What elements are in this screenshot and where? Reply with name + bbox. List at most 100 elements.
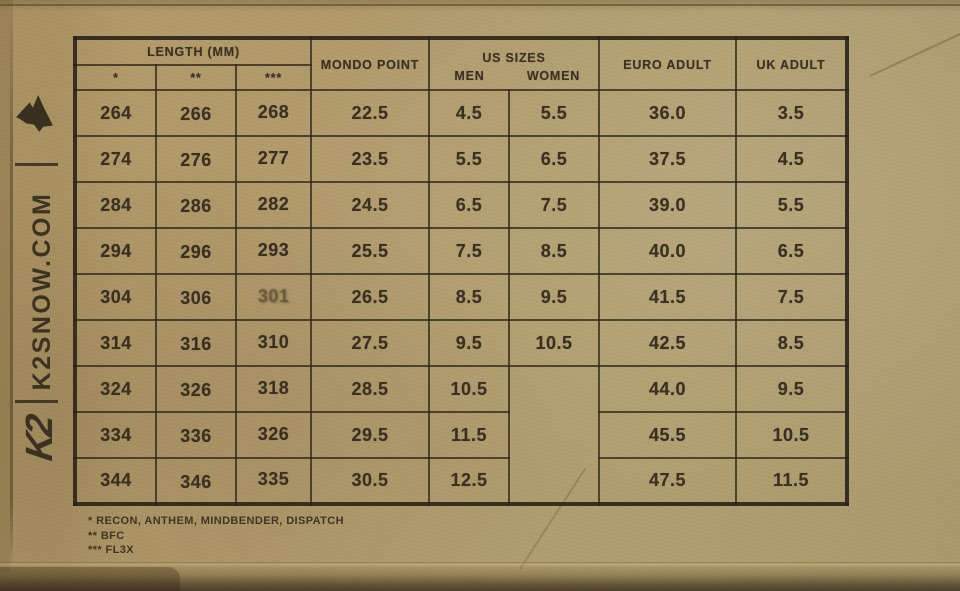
box-top-crease — [0, 4, 960, 6]
length-variant-header-3star: *** — [235, 64, 312, 91]
cell-us-men: 10.5 — [428, 365, 510, 413]
cell-euro-adult: 41.5 — [598, 273, 737, 321]
cell-length-star: 284 — [74, 181, 157, 229]
cell-length-2star: 336 — [155, 411, 237, 459]
cell-euro-adult: 42.5 — [598, 319, 737, 367]
cell-length-star: 264 — [74, 89, 157, 137]
cell-us-women: 9.5 — [508, 273, 600, 321]
cell-uk-adult: 4.5 — [735, 135, 848, 183]
cell-euro-adult: 44.0 — [598, 365, 737, 413]
table-row: 334 336 326 29.5 11.5 45.5 10.5 — [74, 411, 848, 459]
cell-length-2star: 266 — [155, 89, 237, 137]
cell-length-star: 274 — [74, 135, 157, 183]
size-chart-table: LENGTH (MM) MONDO POINT US SIZES MEN WOM… — [73, 36, 849, 506]
cell-uk-adult: 6.5 — [735, 227, 848, 275]
cell-mondo-point: 26.5 — [310, 273, 430, 321]
cell-uk-adult: 5.5 — [735, 181, 848, 229]
table-row: 294 296 293 25.5 7.5 8.5 40.0 6.5 — [74, 227, 848, 275]
box-top-edge-shade — [0, 0, 960, 12]
branding-divider — [15, 163, 58, 166]
cell-us-men: 12.5 — [428, 457, 510, 505]
cell-uk-adult: 9.5 — [735, 365, 848, 413]
cell-length-2star: 296 — [155, 227, 237, 275]
cell-mondo-point: 23.5 — [310, 135, 430, 183]
cell-us-men: 6.5 — [428, 181, 510, 229]
cell-euro-adult: 39.0 — [598, 181, 737, 229]
cell-uk-adult: 10.5 — [735, 411, 848, 459]
cell-mondo-point: 30.5 — [310, 457, 430, 505]
cell-length-2star: 286 — [155, 181, 237, 229]
cell-us-women: 10.5 — [508, 319, 600, 367]
k2-logo-text: K2 — [19, 414, 61, 464]
cell-uk-adult: 8.5 — [735, 319, 848, 367]
footnote-line: *** FL3X — [88, 544, 134, 556]
column-header-euro-adult: EURO ADULT — [598, 37, 737, 91]
footnote-line: * RECON, ANTHEM, MINDBENDER, DISPATCH — [88, 515, 344, 527]
cell-length-2star: 276 — [155, 135, 237, 183]
table-row: 344 346 335 30.5 12.5 47.5 11.5 — [74, 457, 848, 505]
column-header-us-sizes: US SIZES MEN WOMEN — [428, 37, 600, 91]
k2-bird-logo-icon — [16, 95, 53, 132]
cell-us-women: 8.5 — [508, 227, 600, 275]
table-row: 274 276 277 23.5 5.5 6.5 37.5 4.5 — [74, 135, 848, 183]
column-header-length-mm: LENGTH (MM) — [74, 37, 312, 66]
cell-us-men: 4.5 — [428, 89, 510, 137]
cell-length-3star: 301 — [235, 273, 312, 321]
cell-length-2star: 346 — [155, 457, 237, 505]
cell-euro-adult: 40.0 — [598, 227, 737, 275]
cell-mondo-point: 24.5 — [310, 181, 430, 229]
box-bottom-edge-shadow — [0, 563, 960, 591]
header-row: LENGTH (MM) MONDO POINT US SIZES MEN WOM… — [74, 37, 848, 91]
cell-length-star: 294 — [74, 227, 157, 275]
cell-length-3star: 310 — [235, 319, 312, 367]
box-left-edge-shade — [0, 0, 10, 572]
table-row: 284 286 282 24.5 6.5 7.5 39.0 5.5 — [74, 181, 848, 229]
cell-length-2star: 306 — [155, 273, 237, 321]
cell-length-3star: 293 — [235, 227, 312, 275]
box-corner-crease — [869, 27, 960, 77]
length-variant-header-2star: ** — [155, 64, 237, 91]
cell-length-star: 304 — [74, 273, 157, 321]
us-sizes-label: US SIZES — [482, 51, 546, 65]
column-header-uk-adult: UK ADULT — [735, 37, 848, 91]
cell-length-star: 314 — [74, 319, 157, 367]
cell-length-3star: 335 — [235, 457, 312, 505]
cell-us-women: 7.5 — [508, 181, 600, 229]
cell-length-2star: 326 — [155, 365, 237, 413]
cell-euro-adult: 36.0 — [598, 89, 737, 137]
cell-us-women: 6.5 — [508, 135, 600, 183]
k2-website-text: K2SNOW.COM — [28, 191, 56, 391]
cell-length-3star: 282 — [235, 181, 312, 229]
cell-us-men: 8.5 — [428, 273, 510, 321]
table-row: 304 306 301 26.5 8.5 9.5 41.5 7.5 — [74, 273, 848, 321]
cell-length-star: 334 — [74, 411, 157, 459]
us-sizes-men-label: MEN — [454, 69, 485, 83]
cell-length-2star: 316 — [155, 319, 237, 367]
cell-euro-adult: 47.5 — [598, 457, 737, 505]
table-row: 264 266 268 22.5 4.5 5.5 36.0 3.5 — [74, 89, 848, 137]
cell-us-men: 7.5 — [428, 227, 510, 275]
length-variant-header-star: * — [74, 64, 157, 91]
cell-mondo-point: 29.5 — [310, 411, 430, 459]
table-row: 314 316 310 27.5 9.5 10.5 42.5 8.5 — [74, 319, 848, 367]
cell-length-star: 324 — [74, 365, 157, 413]
cell-euro-adult: 45.5 — [598, 411, 737, 459]
cell-us-women: 5.5 — [508, 89, 600, 137]
us-sizes-subheader: MEN WOMEN — [430, 69, 598, 83]
box-left-crease — [10, 0, 13, 568]
cell-us-men: 11.5 — [428, 411, 510, 459]
cell-us-men: 9.5 — [428, 319, 510, 367]
table-row: 324 326 318 28.5 10.5 44.0 9.5 — [74, 365, 848, 505]
cell-mondo-point: 25.5 — [310, 227, 430, 275]
cell-uk-adult: 7.5 — [735, 273, 848, 321]
header-subrow: * ** *** — [74, 64, 847, 91]
column-header-mondo-point: MONDO POINT — [310, 37, 430, 91]
cell-mondo-point: 27.5 — [310, 319, 430, 367]
cell-euro-adult: 37.5 — [598, 135, 737, 183]
cell-length-3star: 326 — [235, 411, 312, 459]
cell-length-3star: 268 — [235, 89, 312, 137]
cell-us-women-merged-empty — [508, 365, 600, 505]
cell-uk-adult: 11.5 — [735, 457, 848, 505]
footnotes: * RECON, ANTHEM, MINDBENDER, DISPATCH **… — [88, 514, 344, 558]
